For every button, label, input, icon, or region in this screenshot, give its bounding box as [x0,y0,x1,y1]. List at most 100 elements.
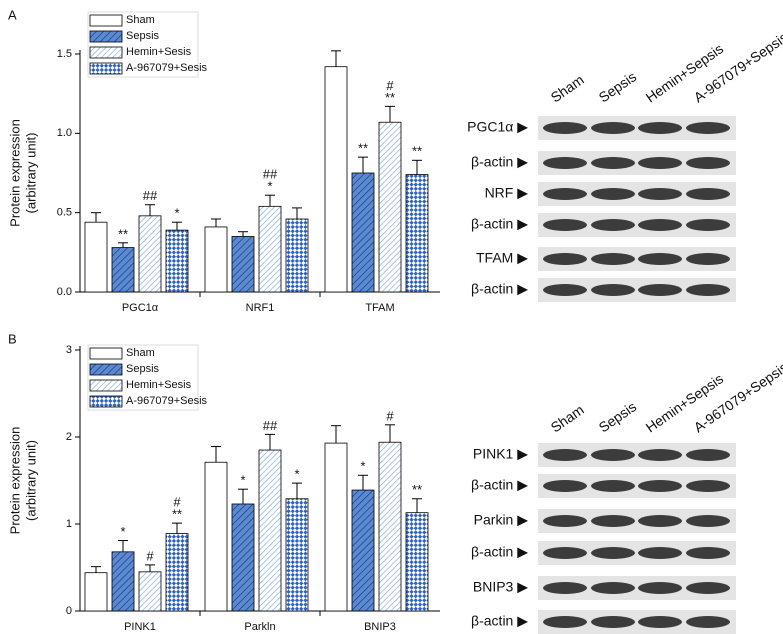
blot-band [591,616,635,628]
significance-mark: ## [263,167,278,182]
bar [231,503,255,612]
lane-label: Sham [548,401,587,435]
legend-frame [87,344,199,411]
significance-mark: * [360,459,365,474]
legend-label: Sham [126,14,155,26]
row-label: NRF ▶ [485,185,529,201]
blot-band [638,480,682,492]
blot-band [543,547,587,559]
bar [378,441,402,612]
significance-mark: * [294,467,299,482]
x-tick-label: PINK1 [124,621,156,633]
blot-band [591,582,635,594]
bar [138,215,162,293]
legend-label: A-967079+Sesis [126,395,208,407]
x-tick-label: PGC1α [122,302,159,314]
blot-band [543,515,587,527]
y-tick-label: 0.5 [57,207,72,219]
bar [111,247,135,293]
bar [351,172,375,293]
blot-band [543,188,587,200]
bar [138,571,162,612]
blot-band [591,122,635,134]
bar [165,533,189,612]
blot-band [543,449,587,461]
y-tick-label: 2 [66,431,72,443]
bar [258,449,282,612]
blot-band [638,616,682,628]
y-axis-label: Protein expression [7,427,22,535]
significance-mark: # [173,495,181,510]
bar [405,512,429,612]
lane-label: Sepsis [596,398,640,435]
significance-mark: ## [263,418,278,433]
blot-band [686,449,730,461]
blot-band [591,284,635,296]
y-tick-label: 1.5 [57,48,72,60]
legend-label: Hemin+Sesis [126,379,192,391]
blot-band [543,616,587,628]
blot-band [686,582,730,594]
row-label: PINK1 ▶ [473,446,528,462]
bar [258,205,282,293]
legend-swatch [89,62,123,75]
bar [285,218,309,293]
significance-mark: # [386,408,394,423]
y-tick-label: 1.0 [57,127,72,139]
blot-band [543,253,587,265]
bar [324,66,348,293]
blot-band [686,219,730,231]
significance-mark: ** [412,144,422,159]
blot-band [638,515,682,527]
significance-mark: ** [412,482,422,497]
blot-band [591,157,635,169]
row-label: β-actin ▶ [471,216,528,232]
bar [231,236,255,293]
y-axis-label: (arbitrary unit) [23,440,38,521]
blot-band [686,122,730,134]
blot-band [686,480,730,492]
legend-label: Hemin+Sesis [126,46,192,58]
significance-mark: * [174,206,179,221]
y-tick-label: 3 [66,344,72,356]
bar [285,498,309,612]
blot-band [543,480,587,492]
row-label: β-actin ▶ [471,544,528,560]
lane-label: Sham [548,71,587,105]
y-tick-label: 1 [66,518,72,530]
bar [204,461,228,612]
blot-band [591,253,635,265]
significance-mark: ** [118,226,128,241]
row-label: β-actin ▶ [471,477,528,493]
row-label: TFAM ▶ [476,250,528,266]
blot-band [638,449,682,461]
legend-swatch [89,379,123,392]
blot-band [638,122,682,134]
blot-band [543,219,587,231]
row-label: β-actin ▶ [471,154,528,170]
bar [204,226,228,293]
blot-band [686,284,730,296]
legend-label: A-967079+Sesis [126,62,208,74]
legend-swatch [89,30,123,43]
row-label: Parkin ▶ [474,512,529,528]
blot-band [543,284,587,296]
blot-band [591,219,635,231]
blot-band [638,157,682,169]
legend-label: Sepsis [126,30,160,42]
blot-band [686,188,730,200]
panel-label: B [8,331,17,346]
row-label: β-actin ▶ [471,281,528,297]
blot-band [686,616,730,628]
significance-mark: * [240,473,245,488]
bar [84,221,108,293]
panel-label: A [8,7,17,22]
legend-label: Sham [126,347,155,359]
blot-band [591,449,635,461]
row-label: β-actin ▶ [471,613,528,629]
legend-swatch [89,46,123,59]
x-tick-label: BNIP3 [364,621,396,633]
blot-band [591,188,635,200]
y-tick-label: 0 [66,605,72,617]
